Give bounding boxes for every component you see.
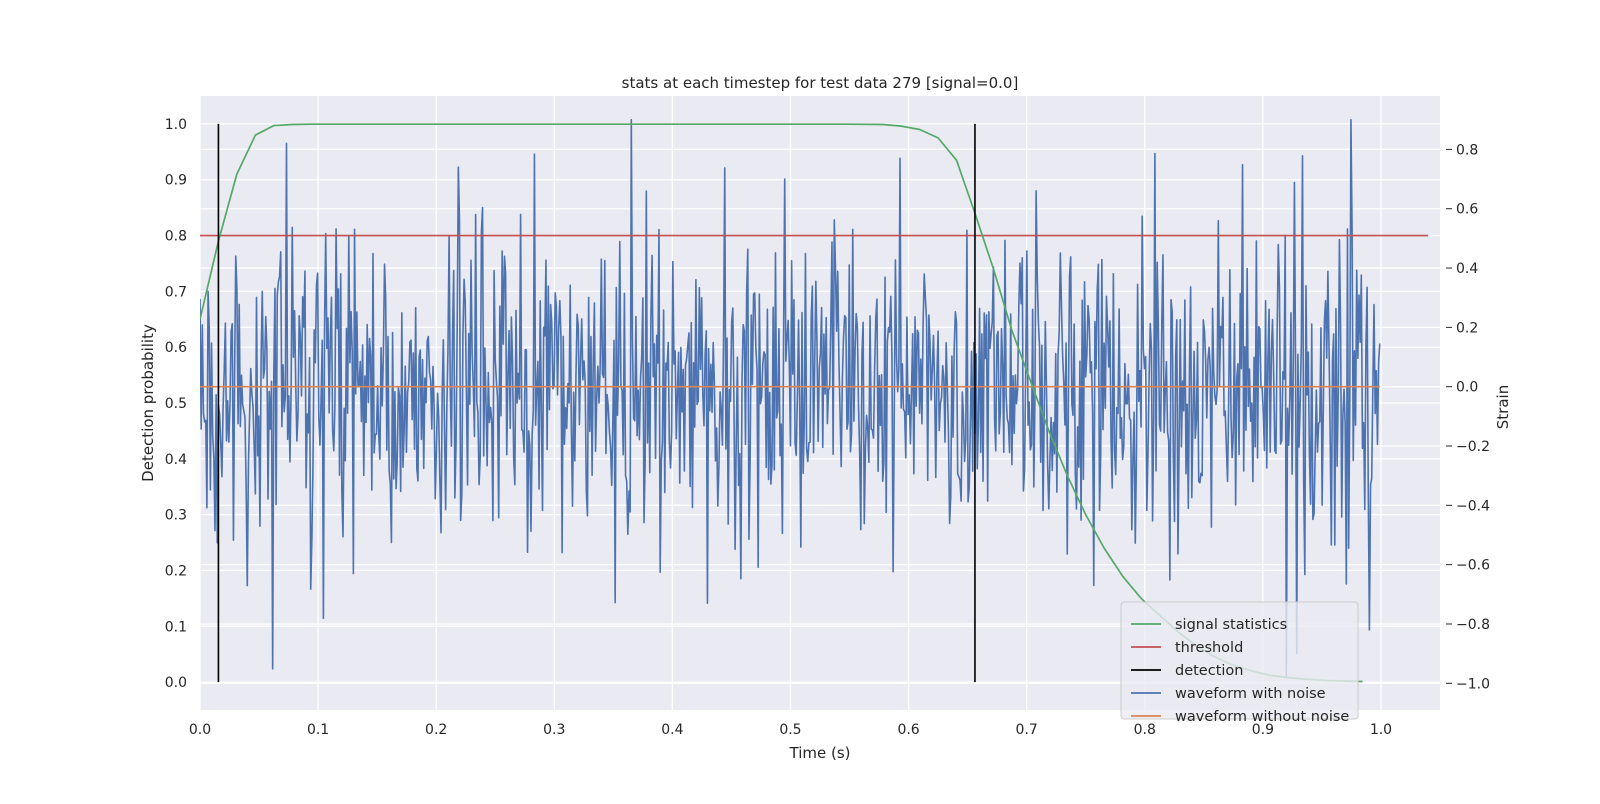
- x-tick-label: 0.4: [661, 722, 683, 738]
- y-tick-label: 0.4: [165, 452, 187, 468]
- y2-tick-label: 0.0: [1456, 380, 1478, 396]
- chart-title: stats at each timestep for test data 279…: [622, 74, 1019, 92]
- y-ticks: 0.0 0.1 0.2 0.3 0.4 0.5 0.6 0.7 0.8 0.9 1.0: [165, 117, 187, 691]
- x-tick-label: 0.7: [1016, 722, 1038, 738]
- y-tick-label: 0.7: [165, 284, 187, 300]
- legend-label: detection: [1175, 663, 1243, 679]
- y2-tick-label: −1.0: [1456, 676, 1490, 692]
- x-tick-label: 0.1: [307, 722, 329, 738]
- y2-tick-label: −0.2: [1456, 439, 1490, 455]
- legend-label: waveform with noise: [1175, 686, 1326, 702]
- x-axis-label: Time (s): [789, 744, 851, 762]
- y-tick-label: 1.0: [165, 117, 187, 133]
- y2-tick-label: 0.4: [1456, 261, 1478, 277]
- x-tick-label: 0.3: [543, 722, 565, 738]
- legend: signal statistics threshold detection wavef…: [1120, 601, 1359, 725]
- y2-tick-label: −0.8: [1456, 617, 1490, 633]
- x-tick-label: 0.5: [779, 722, 801, 738]
- y-tick-label: 0.6: [165, 340, 187, 356]
- y2-tick-label: 0.6: [1456, 202, 1478, 218]
- y2-ticks: −1.0 −0.8 −0.6 −0.4 −0.2 0.0 0.2 0.4 0.6 0.8: [1446, 142, 1490, 692]
- x-tick-label: 1.0: [1370, 722, 1392, 738]
- y-tick-label: 0.8: [165, 229, 187, 245]
- y-tick-label: 0.3: [165, 508, 187, 524]
- y-tick-label: 0.9: [165, 173, 187, 189]
- y2-tick-label: 0.8: [1456, 142, 1478, 158]
- y2-tick-label: 0.2: [1456, 320, 1478, 336]
- y-tick-label: 0.1: [165, 619, 187, 635]
- y-tick-label: 0.5: [165, 396, 187, 412]
- y-tick-label: 0.0: [165, 675, 187, 691]
- legend-label: waveform without noise: [1175, 709, 1349, 725]
- x-tick-label: 0.6: [897, 722, 919, 738]
- x-ticks: 0.0 0.1 0.2 0.3 0.4 0.5 0.6 0.7 0.8 0.9 1.0: [189, 722, 1392, 738]
- x-tick-label: 0.8: [1134, 722, 1156, 738]
- legend-box: [1120, 601, 1359, 720]
- y-axis-label: Detection probability: [139, 324, 157, 482]
- x-tick-label: 0.9: [1252, 722, 1274, 738]
- x-tick-label: 0.0: [189, 722, 211, 738]
- legend-label: signal statistics: [1175, 617, 1287, 633]
- y-tick-label: 0.2: [165, 563, 187, 579]
- y2-axis-label: Strain: [1494, 385, 1512, 429]
- y2-tick-label: −0.4: [1456, 498, 1490, 514]
- legend-label: threshold: [1175, 640, 1243, 656]
- x-tick-label: 0.2: [425, 722, 447, 738]
- y2-tick-label: −0.6: [1456, 558, 1490, 574]
- series-waveform-with-noise: [200, 118, 1381, 679]
